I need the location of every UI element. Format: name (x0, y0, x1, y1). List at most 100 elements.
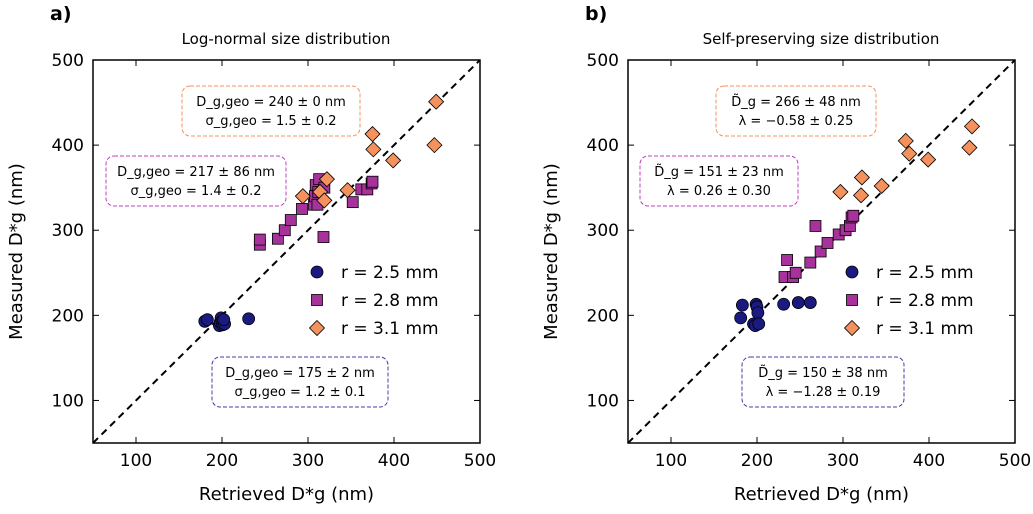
legend-label: r = 2.5 mm (341, 263, 439, 283)
legend-label: r = 2.8 mm (876, 291, 974, 311)
y-tick-label: 500 (52, 51, 84, 71)
legend-marker (308, 319, 326, 337)
data-point (821, 237, 834, 249)
annotation-line-1: D_g,geo = 217 ± 86 nm (117, 165, 275, 180)
annotation-line-1: D̃_g = 266 ± 48 nm (731, 95, 860, 110)
series-1 (778, 209, 860, 283)
data-point (791, 296, 805, 309)
y-tick-label: 400 (587, 136, 619, 156)
y-tick-label: 300 (587, 221, 619, 241)
data-point (752, 317, 766, 331)
data-point (804, 256, 817, 269)
annotation-line-2: λ = −0.58 ± 0.25 (739, 114, 854, 129)
x-tick-label: 300 (292, 451, 324, 471)
data-point (339, 182, 356, 199)
data-point (271, 232, 284, 245)
data-point (426, 137, 443, 154)
x-tick-label: 200 (206, 451, 238, 471)
annotation-frame (211, 356, 389, 408)
data-point (365, 141, 382, 158)
data-point (963, 118, 981, 135)
annotation-box: D_g,geo = 240 ± 0 nm σ_g,geo = 1.5 ± 0.2 (181, 85, 361, 137)
data-point (920, 151, 937, 168)
x-axis-label: Retrieved D*g (nm) (734, 484, 909, 505)
data-point (803, 296, 817, 309)
x-tick-label: 200 (741, 451, 773, 471)
y-tick-label: 100 (587, 391, 619, 411)
reference-line (628, 60, 1015, 443)
annotation-line-1: D_g,geo = 175 ± 2 nm (225, 366, 375, 381)
chart-panel-a: a) Log-normal size distribution 100 200 300 4… (6, 3, 496, 505)
legend-marker (846, 294, 858, 306)
chart-title: Log-normal size distribution (182, 30, 391, 48)
data-point (852, 187, 870, 204)
y-tick-label: 100 (52, 391, 84, 411)
plot-frame (627, 59, 1016, 444)
y-tick-label: 400 (52, 136, 84, 156)
series-0 (198, 311, 256, 332)
legend-marker (310, 265, 324, 279)
y-axis-label: Measured D*g (nm) (6, 163, 27, 340)
x-axis-label: Retrieved D*g (nm) (199, 484, 374, 505)
panel-label: b) (585, 3, 607, 25)
data-point (961, 139, 978, 156)
legend-marker (845, 265, 859, 279)
annotation-box: D̃_g = 151 ± 23 nm λ = 0.26 ± 0.30 (639, 155, 799, 207)
data-point (428, 93, 445, 110)
legend-marker (311, 294, 323, 306)
series-2 (294, 93, 445, 209)
data-point (296, 203, 308, 215)
annotation-line-2: λ = 0.26 ± 0.30 (667, 184, 771, 199)
annotation-box: D_g,geo = 175 ± 2 nm σ_g,geo = 1.2 ± 0.1 (211, 356, 389, 408)
data-point (777, 297, 791, 311)
legend-label: r = 2.8 mm (341, 291, 439, 311)
x-tick-label: 300 (827, 451, 859, 471)
data-point (242, 312, 256, 326)
data-point (789, 266, 802, 279)
data-point (751, 306, 765, 320)
plot-frame (92, 59, 481, 444)
annotation-line-2: σ_g,geo = 1.2 ± 0.1 (235, 385, 366, 400)
data-point (873, 177, 890, 195)
legend-label: r = 2.5 mm (876, 263, 974, 283)
chart-panel-b: b) Self-preserving size distribution 100 20… (541, 3, 1031, 505)
annotation-box: D_g,geo = 217 ± 86 nm σ_g,geo = 1.4 ± 0.2 (105, 155, 287, 207)
data-point (897, 132, 914, 149)
data-point (366, 175, 379, 188)
reference-line (93, 60, 480, 443)
annotation-line-1: D_g,geo = 240 ± 0 nm (196, 95, 346, 110)
annotation-frame (105, 155, 287, 207)
panel-label: a) (50, 3, 72, 25)
data-point (284, 214, 297, 226)
annotation-line-2: σ_g,geo = 1.4 ± 0.2 (131, 184, 262, 199)
legend-label: r = 3.1 mm (876, 319, 974, 339)
x-tick-label: 500 (999, 451, 1031, 471)
chart-title: Self-preserving size distribution (703, 30, 940, 48)
data-point (316, 192, 333, 209)
annotation-frame (741, 356, 905, 408)
data-point (734, 311, 748, 325)
series-2 (832, 118, 981, 204)
x-tick-label: 100 (655, 451, 687, 471)
data-point (317, 231, 330, 243)
data-point (847, 209, 860, 222)
data-point (735, 298, 749, 312)
data-point (200, 313, 214, 326)
data-point (217, 313, 231, 326)
annotation-frame (181, 85, 361, 137)
y-tick-label: 300 (52, 221, 84, 241)
y-tick-label: 200 (52, 306, 84, 326)
data-point (901, 145, 918, 162)
series-0 (734, 296, 817, 332)
series-1 (253, 173, 379, 251)
data-point (294, 188, 311, 205)
data-point (253, 233, 266, 246)
annotation-box: D̃_g = 150 ± 38 nm λ = −1.28 ± 0.19 (741, 356, 905, 408)
legend-marker (843, 319, 861, 337)
data-point (832, 183, 849, 200)
y-tick-label: 500 (587, 51, 619, 71)
data-point (853, 169, 870, 186)
legend-label: r = 3.1 mm (341, 319, 439, 339)
x-tick-label: 400 (913, 451, 945, 471)
